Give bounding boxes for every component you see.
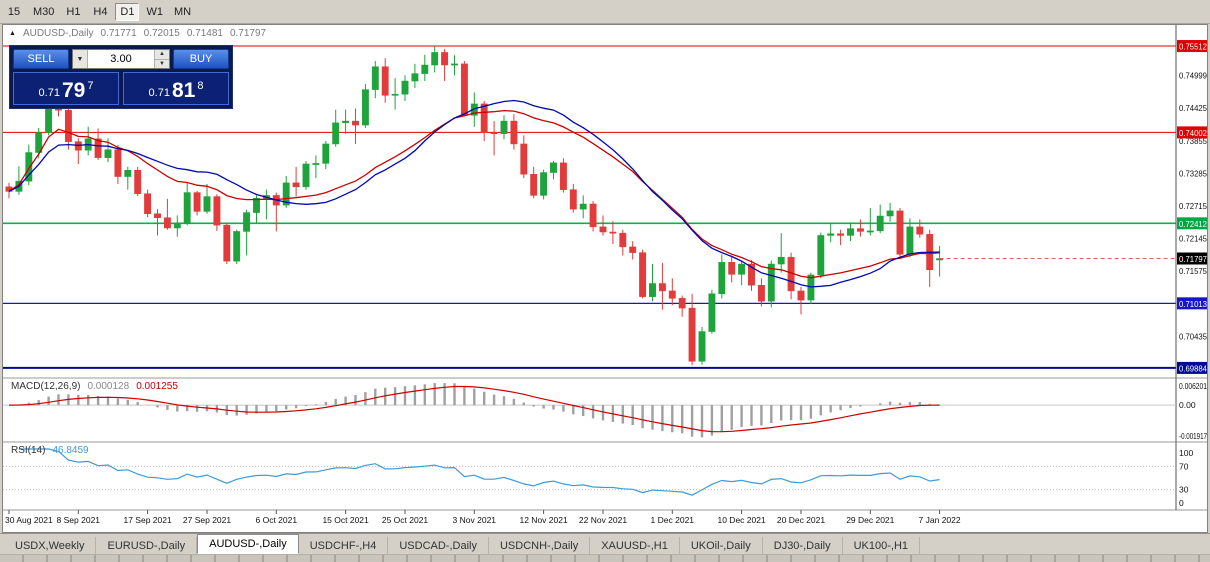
svg-text:0.69884: 0.69884 bbox=[1179, 363, 1207, 373]
chart-tabs-bar: USDX,Weekly EURUSD-,Daily AUDUSD-,Daily USD… bbox=[0, 533, 1210, 554]
chart-window: 0.006201 0.00 -0.001917 100 70 30 0 0.74999 0.74… bbox=[2, 24, 1208, 533]
macd-indicator-label: MACD(12,26,9) 0.000128 0.001255 bbox=[11, 381, 178, 392]
svg-text:0: 0 bbox=[1179, 498, 1184, 508]
timeframe-button-m30[interactable]: M30 bbox=[33, 5, 55, 18]
svg-text:0.72412: 0.72412 bbox=[1179, 219, 1207, 229]
svg-text:0.74999: 0.74999 bbox=[1179, 70, 1207, 80]
chevron-down-icon: ▼ bbox=[76, 55, 84, 63]
svg-text:0.006201: 0.006201 bbox=[1179, 381, 1207, 391]
svg-text:-0.001917: -0.001917 bbox=[1179, 431, 1207, 441]
timeframe-button-h1[interactable]: H1 bbox=[66, 5, 81, 18]
chart-tab-usdchf-h4[interactable]: USDCHF-,H4 bbox=[299, 537, 389, 554]
sell-button[interactable]: SELL bbox=[13, 49, 69, 69]
chart-tab-eurusd-daily[interactable]: EURUSD-,Daily bbox=[96, 537, 198, 554]
collapse-trade-panel-icon[interactable]: ▲ bbox=[9, 30, 16, 37]
volume-increase-button[interactable]: ▲ bbox=[155, 50, 169, 60]
rsi-value: 46.8459 bbox=[52, 445, 89, 456]
svg-text:25 Oct 2021: 25 Oct 2021 bbox=[382, 515, 429, 525]
svg-text:7 Jan 2022: 7 Jan 2022 bbox=[919, 515, 961, 525]
svg-text:0.71575: 0.71575 bbox=[1179, 266, 1207, 276]
sell-price-prefix: 0.71 bbox=[38, 86, 60, 99]
svg-text:0.73285: 0.73285 bbox=[1179, 168, 1207, 178]
timeframe-toolbar: 15 M30 H1 H4 D1 W1 MN bbox=[0, 0, 1210, 24]
svg-text:6 Oct 2021: 6 Oct 2021 bbox=[256, 515, 298, 525]
chevron-down-icon: ▼ bbox=[159, 60, 165, 67]
ohlc-high: 0.72015 bbox=[143, 28, 180, 39]
svg-text:100: 100 bbox=[1179, 448, 1193, 458]
svg-text:29 Dec 2021: 29 Dec 2021 bbox=[846, 515, 894, 525]
svg-text:17 Sep 2021: 17 Sep 2021 bbox=[123, 515, 171, 525]
timeframe-button-15[interactable]: 15 bbox=[7, 5, 21, 18]
svg-text:22 Nov 2021: 22 Nov 2021 bbox=[579, 515, 627, 525]
svg-text:3 Nov 2021: 3 Nov 2021 bbox=[453, 515, 497, 525]
svg-text:30: 30 bbox=[1179, 485, 1189, 495]
buy-price-pip: 8 bbox=[197, 80, 204, 92]
buy-button[interactable]: BUY bbox=[173, 49, 229, 69]
sell-price-big: 79 bbox=[61, 79, 86, 102]
svg-text:12 Nov 2021: 12 Nov 2021 bbox=[519, 515, 567, 525]
timeframe-button-w1[interactable]: W1 bbox=[146, 5, 163, 18]
macd-name: MACD(12,26,9) bbox=[11, 381, 81, 392]
svg-text:0.74002: 0.74002 bbox=[1179, 128, 1207, 138]
svg-text:0.72715: 0.72715 bbox=[1179, 201, 1207, 211]
price-chart-canvas: 0.006201 0.00 -0.001917 100 70 30 0 0.74999 0.74… bbox=[3, 25, 1207, 525]
timeframe-button-d1[interactable]: D1 bbox=[115, 2, 140, 21]
svg-text:0.75512: 0.75512 bbox=[1179, 42, 1207, 52]
chart-tab-xauusd-h1[interactable]: XAUUSD-,H1 bbox=[590, 537, 680, 554]
buy-price-prefix: 0.71 bbox=[148, 86, 170, 99]
svg-text:0.70435: 0.70435 bbox=[1179, 331, 1207, 341]
sell-price-display: 0.71 79 7 bbox=[13, 72, 119, 105]
volume-decrease-button[interactable]: ▼ bbox=[155, 59, 169, 68]
bottom-scrollbar[interactable] bbox=[0, 554, 1210, 562]
buy-price-display: 0.71 81 8 bbox=[123, 72, 229, 105]
timeframe-button-mn[interactable]: MN bbox=[173, 5, 192, 18]
svg-text:20 Dec 2021: 20 Dec 2021 bbox=[777, 515, 825, 525]
svg-text:15 Oct 2021: 15 Oct 2021 bbox=[322, 515, 369, 525]
svg-text:0.71013: 0.71013 bbox=[1179, 299, 1207, 309]
chart-tab-ukoil-daily[interactable]: UKOil-,Daily bbox=[680, 537, 763, 554]
chart-title: ▲ AUDUSD-,Daily 0.71771 0.72015 0.71481 … bbox=[9, 28, 266, 39]
buy-price-big: 81 bbox=[171, 79, 196, 102]
volume-stepper: ▲ ▼ bbox=[154, 50, 169, 68]
ohlc-open: 0.71771 bbox=[100, 28, 137, 39]
svg-text:0.72145: 0.72145 bbox=[1179, 234, 1207, 244]
timeframe-button-h4[interactable]: H4 bbox=[93, 5, 108, 18]
chart-tab-usdcad-daily[interactable]: USDCAD-,Daily bbox=[388, 537, 489, 554]
svg-text:30 Aug 2021: 30 Aug 2021 bbox=[5, 515, 53, 525]
svg-text:27 Sep 2021: 27 Sep 2021 bbox=[183, 515, 231, 525]
volume-input[interactable]: 3.00 bbox=[110, 53, 132, 65]
chart-tab-audusd-daily[interactable]: AUDUSD-,Daily bbox=[197, 534, 299, 554]
svg-text:70: 70 bbox=[1179, 461, 1189, 471]
svg-text:8 Sep 2021: 8 Sep 2021 bbox=[57, 515, 101, 525]
svg-text:0.74425: 0.74425 bbox=[1179, 103, 1207, 113]
one-click-trading-panel: SELL ▼ 3.00 ▲ ▼ BUY 0.71 79 7 bbox=[9, 45, 233, 109]
ohlc-low: 0.71481 bbox=[186, 28, 223, 39]
volume-control: ▼ 3.00 ▲ ▼ bbox=[72, 49, 170, 69]
macd-signal-value: 0.001255 bbox=[136, 381, 178, 392]
chart-tab-usdcnh-daily[interactable]: USDCNH-,Daily bbox=[489, 537, 591, 554]
chart-tab-usdx-weekly[interactable]: USDX,Weekly bbox=[4, 537, 97, 554]
symbol-period-label: AUDUSD-,Daily bbox=[22, 28, 94, 39]
sell-price-pip: 7 bbox=[87, 80, 94, 92]
svg-text:1 Dec 2021: 1 Dec 2021 bbox=[651, 515, 695, 525]
ohlc-close: 0.71797 bbox=[229, 28, 267, 39]
macd-main-value: 0.000128 bbox=[87, 381, 130, 392]
volume-dropdown-button[interactable]: ▼ bbox=[73, 50, 88, 68]
svg-text:0.00: 0.00 bbox=[1179, 400, 1196, 410]
chevron-up-icon: ▲ bbox=[159, 51, 165, 58]
svg-text:10 Dec 2021: 10 Dec 2021 bbox=[717, 515, 765, 525]
rsi-indicator-label: RSI(14) 46.8459 bbox=[11, 445, 89, 456]
rsi-name: RSI(14) bbox=[11, 445, 46, 456]
chart-tab-uk100-h1[interactable]: UK100-,H1 bbox=[843, 537, 921, 554]
svg-text:0.73855: 0.73855 bbox=[1179, 136, 1207, 146]
svg-text:0.71797: 0.71797 bbox=[1179, 254, 1207, 264]
chart-tab-dj30-daily[interactable]: DJ30-,Daily bbox=[763, 537, 843, 554]
